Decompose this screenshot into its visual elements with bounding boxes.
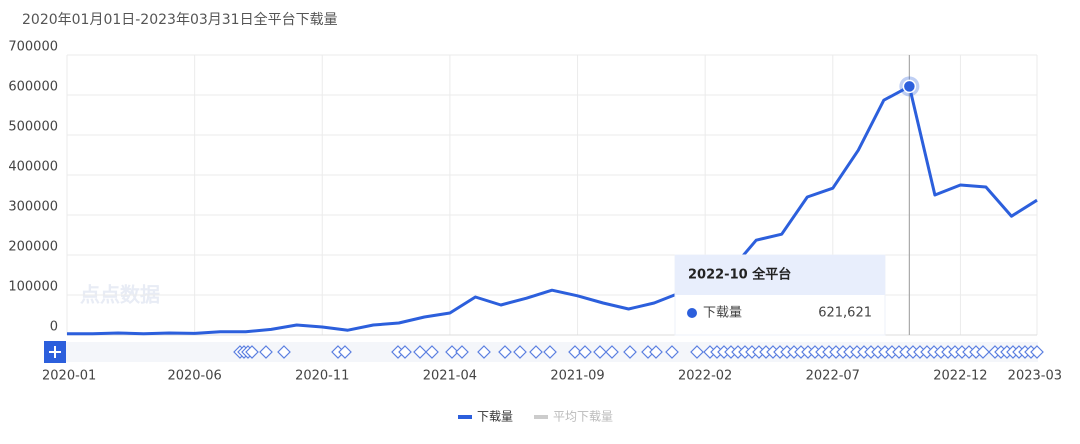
tooltip-header — [675, 255, 885, 295]
y-tick-label: 100000 — [8, 280, 58, 295]
y-tick-label: 200000 — [8, 240, 58, 255]
y-tick-label: 400000 — [8, 160, 58, 175]
legend-label[interactable]: 平均下载量 — [553, 410, 613, 424]
event-marker — [445, 345, 459, 359]
x-tick-label: 2020-11 — [295, 369, 349, 384]
event-marker — [398, 345, 412, 359]
x-tick-label: 2020-06 — [167, 369, 221, 384]
legend-label[interactable]: 下载量 — [477, 410, 513, 424]
event-marker — [649, 345, 663, 359]
x-tick-label: 2021-09 — [550, 369, 604, 384]
event-marker — [513, 345, 527, 359]
event-marker — [425, 345, 439, 359]
event-marker — [605, 345, 619, 359]
x-tick-label: 2022-02 — [678, 369, 732, 384]
event-strip — [44, 341, 1044, 363]
line-series — [67, 84, 1038, 336]
event-marker — [259, 345, 273, 359]
tooltip: 2022-10 全平台下载量 621,621 — [674, 254, 886, 336]
event-marker — [578, 345, 592, 359]
event-marker — [413, 345, 427, 359]
x-tick-label: 2023-03 — [1008, 369, 1062, 384]
y-tick-label: 300000 — [8, 200, 58, 215]
event-marker — [568, 345, 582, 359]
tooltip-value: 621,621 — [818, 306, 872, 321]
event-marker — [543, 345, 557, 359]
x-tick-label: 2022-07 — [806, 369, 860, 384]
event-marker — [1030, 345, 1044, 359]
event-marker — [277, 345, 291, 359]
tooltip-title: 2022-10 全平台 — [688, 267, 791, 283]
chart-title: 2020年01月01日-2023年03月31日全平台下载量 — [22, 11, 338, 28]
event-marker — [455, 345, 469, 359]
y-tick-label: 500000 — [8, 120, 58, 135]
event-marker — [498, 345, 512, 359]
tooltip-swatch — [687, 308, 697, 318]
y-tick-label: 600000 — [8, 80, 58, 95]
highlight-point — [902, 79, 917, 94]
event-marker — [245, 345, 259, 359]
event-marker — [529, 345, 543, 359]
event-marker — [593, 345, 607, 359]
event-marker — [477, 345, 491, 359]
plus-icon — [49, 346, 61, 358]
y-tick-label: 700000 — [8, 40, 58, 55]
x-tick-label: 2022-12 — [933, 369, 987, 384]
x-tick-label: 2021-04 — [423, 369, 477, 384]
tooltip-series: 下载量 — [703, 306, 742, 321]
x-tick-label: 2020-01 — [42, 369, 96, 384]
event-marker — [976, 345, 990, 359]
event-marker — [665, 345, 679, 359]
event-marker — [690, 345, 704, 359]
event-marker — [623, 345, 637, 359]
y-tick-label: 0 — [50, 320, 58, 335]
event-marker — [338, 345, 352, 359]
